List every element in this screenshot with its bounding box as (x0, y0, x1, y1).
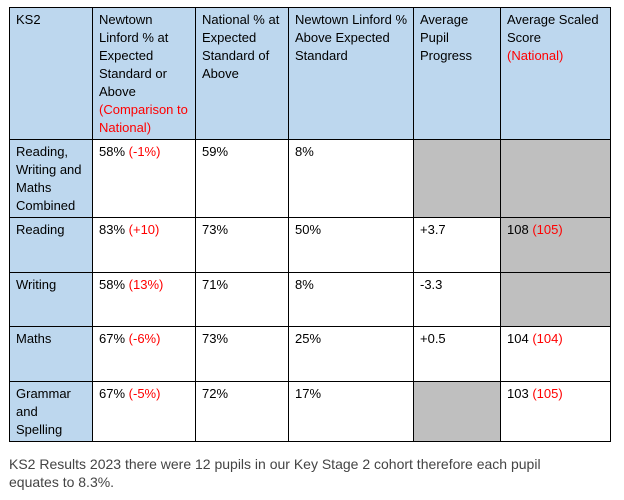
ks2-results-table: KS2 Newtown Linford % at Expected Standa… (9, 7, 611, 442)
subject-cell: Reading (9, 217, 93, 273)
progress-cell: +0.5 (413, 326, 501, 382)
comparison: (-6%) (128, 331, 161, 346)
above-pct: 8% (295, 277, 314, 292)
comparison: (+10) (128, 222, 160, 237)
header-label: Newtown Linford % at Expected Standard o… (99, 12, 169, 99)
subject-cell: Grammar and Spelling (9, 381, 93, 442)
header-label: Average Pupil Progress (420, 12, 473, 63)
subject-cell: Writing (9, 272, 93, 327)
score-cell: 103 (105) (500, 381, 611, 442)
header-label: KS2 (16, 12, 41, 27)
header-label: Newtown Linford % Above Expected Standar… (295, 12, 407, 63)
above-pct-cell: 25% (288, 326, 414, 382)
newtown-pct-cell: 67% (-6%) (92, 326, 196, 382)
progress-cell (413, 381, 501, 442)
header-ks2: KS2 (9, 7, 93, 140)
progress-cell (413, 139, 501, 218)
progress-value: +3.7 (420, 222, 446, 237)
score-cell: 108 (105) (500, 217, 611, 273)
progress-cell: +3.7 (413, 217, 501, 273)
national-pct-cell: 73% (195, 217, 289, 273)
header-scaled-score: Average Scaled Score (National) (500, 7, 611, 140)
table-row: Reading 83% (+10) 73% 50% +3.7 108 (105) (9, 217, 611, 273)
table-row: Grammar and Spelling 67% (-5%) 72% 17% 1… (9, 381, 611, 442)
newtown-pct-cell: 58% (13%) (92, 272, 196, 327)
table-row: Writing 58% (13%) 71% 8% -3.3 (9, 272, 611, 327)
national-pct: 73% (202, 331, 229, 346)
subject-label: Reading (16, 222, 65, 237)
national-pct: 71% (202, 277, 229, 292)
above-pct: 25% (295, 331, 322, 346)
score-value: 104 (507, 331, 529, 346)
above-pct-cell: 8% (288, 272, 414, 327)
newtown-pct: 67% (99, 331, 126, 346)
results-caption: KS2 Results 2023 there were 12 pupils in… (9, 456, 541, 490)
national-pct-cell: 59% (195, 139, 289, 218)
table-row: Maths 67% (-6%) 73% 25% +0.5 104 (104) (9, 326, 611, 382)
national-pct-cell: 72% (195, 381, 289, 442)
comparison: (-5%) (128, 386, 161, 401)
above-pct: 50% (295, 222, 322, 237)
above-pct-cell: 8% (288, 139, 414, 218)
above-pct-cell: 50% (288, 217, 414, 273)
progress-cell: -3.3 (413, 272, 501, 327)
subject-label: Grammar and Spelling (16, 386, 71, 437)
newtown-pct: 58% (99, 144, 126, 159)
newtown-pct: 58% (99, 277, 126, 292)
score-national: (105) (532, 386, 563, 401)
subject-cell: Maths (9, 326, 93, 382)
progress-value: +0.5 (420, 331, 446, 346)
header-note: (National) (507, 48, 564, 63)
national-pct: 73% (202, 222, 229, 237)
comparison: (13%) (128, 277, 164, 292)
score-national: (104) (532, 331, 563, 346)
comparison: (-1%) (128, 144, 161, 159)
national-pct: 72% (202, 386, 229, 401)
national-pct-cell: 73% (195, 326, 289, 382)
above-pct: 8% (295, 144, 314, 159)
score-national: (105) (532, 222, 563, 237)
table-row: Reading, Writing and Maths Combined 58% … (9, 139, 611, 218)
above-pct-cell: 17% (288, 381, 414, 442)
header-progress: Average Pupil Progress (413, 7, 501, 140)
score-cell: 104 (104) (500, 326, 611, 382)
national-pct-cell: 71% (195, 272, 289, 327)
newtown-pct-cell: 83% (+10) (92, 217, 196, 273)
header-national-expected: National % at Expected Standard of Above (195, 7, 289, 140)
score-value: 103 (507, 386, 529, 401)
header-row: KS2 Newtown Linford % at Expected Standa… (9, 7, 611, 140)
newtown-pct: 83% (99, 222, 126, 237)
header-newtown-expected: Newtown Linford % at Expected Standard o… (92, 7, 196, 140)
score-cell (500, 139, 611, 218)
national-pct: 59% (202, 144, 229, 159)
score-cell (500, 272, 611, 327)
subject-label: Reading, Writing and Maths Combined (16, 144, 82, 213)
header-label: National % at Expected Standard of Above (202, 12, 280, 81)
progress-value: -3.3 (420, 277, 443, 292)
header-note: (Comparison to National) (99, 102, 188, 135)
newtown-pct-cell: 67% (-5%) (92, 381, 196, 442)
header-label: Average Scaled Score (507, 12, 599, 45)
subject-label: Writing (16, 277, 57, 292)
header-newtown-above: Newtown Linford % Above Expected Standar… (288, 7, 414, 140)
newtown-pct-cell: 58% (-1%) (92, 139, 196, 218)
newtown-pct: 67% (99, 386, 126, 401)
above-pct: 17% (295, 386, 322, 401)
subject-label: Maths (16, 331, 52, 346)
subject-cell: Reading, Writing and Maths Combined (9, 139, 93, 218)
score-value: 108 (507, 222, 529, 237)
